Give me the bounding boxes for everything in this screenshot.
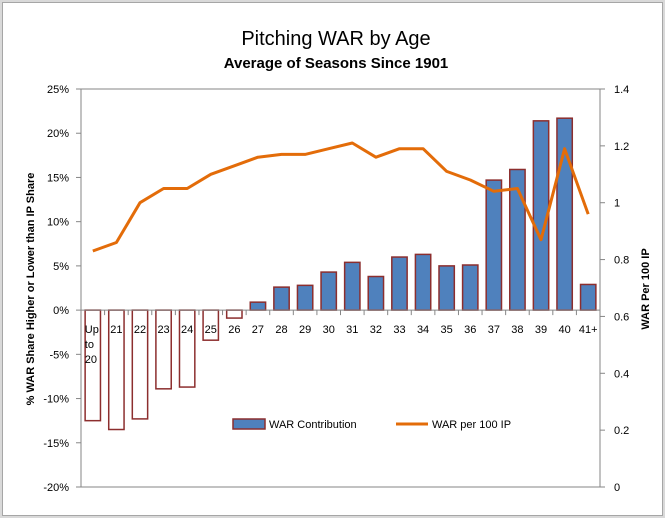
- x-tick-label: 25: [205, 324, 217, 336]
- legend-label-war-per-100-ip: WAR per 100 IP: [432, 419, 511, 431]
- legend: WAR Contribution WAR per 100 IP: [232, 418, 511, 431]
- x-tick-label: 21: [110, 324, 122, 336]
- bar-28: [273, 286, 290, 311]
- x-tick-label: 34: [417, 324, 429, 336]
- y2-axis-title: WAR Per 100 IP: [640, 248, 652, 329]
- bar-33: [391, 256, 408, 311]
- chart-title: Pitching WAR by Age: [241, 28, 430, 50]
- legend-label-war-contribution: WAR Contribution: [269, 419, 357, 431]
- x-tick-label: 38: [511, 324, 523, 336]
- bar-24: [178, 309, 196, 388]
- bar-26: [225, 309, 243, 319]
- x-tick-label: 26: [228, 324, 240, 336]
- y-tick-label: -20%: [43, 482, 69, 494]
- x-tick-label: 39: [535, 324, 547, 336]
- y-axis-ticks: -20% -15% -10% -5% 0% 5% 10% 15% 20% 25%: [43, 84, 81, 494]
- y-tick-label: -5%: [49, 349, 69, 361]
- y-tick-label: 20%: [47, 128, 69, 140]
- bar-37: [485, 179, 503, 311]
- y2-tick-label: 1: [614, 198, 620, 210]
- y-tick-label: 5%: [53, 261, 69, 273]
- bar-27: [249, 301, 267, 311]
- bar-34: [414, 253, 432, 311]
- y-tick-label: 25%: [47, 84, 69, 96]
- bar-36: [461, 264, 479, 311]
- bar-40: [556, 117, 574, 311]
- x-tick-label: 40: [558, 324, 570, 336]
- y2-tick-label: 0: [614, 482, 620, 494]
- y-tick-label: 15%: [47, 172, 69, 184]
- x-tick-label: 32: [370, 324, 382, 336]
- y2-tick-label: 0.8: [614, 255, 629, 267]
- y-tick-label: -10%: [43, 394, 69, 406]
- x-tick-label: 22: [134, 324, 146, 336]
- x-axis-ticks: Up to 20 21 22 23 24 25 26 27 28 29 30 31 32 33 34 35 36 37…: [85, 324, 598, 366]
- x-tick-label: 27: [252, 324, 264, 336]
- bar-32: [367, 275, 385, 311]
- war-per-100-ip-line: [92, 141, 590, 253]
- y2-tick-label: 0.4: [614, 368, 629, 380]
- y-tick-label: 10%: [47, 217, 69, 229]
- bar-series: [84, 117, 597, 431]
- bar-35: [438, 265, 456, 311]
- x-tick-label: 33: [393, 324, 405, 336]
- legend-bar-swatch: [232, 418, 266, 430]
- y-tick-label: -15%: [43, 438, 69, 450]
- x-tick-label: 36: [464, 324, 476, 336]
- bar-29: [296, 284, 314, 311]
- x-tick-label: 20: [85, 354, 97, 366]
- x-tick-label: Up: [85, 324, 99, 336]
- chart-subtitle: Average of Seasons Since 1901: [224, 55, 449, 72]
- y2-tick-label: 1.2: [614, 141, 629, 153]
- bar-30: [320, 271, 338, 311]
- line-series: [92, 141, 590, 253]
- y2-tick-label: 0.2: [614, 425, 629, 437]
- y2-axis-ticks: 0 0.2 0.4 0.6 0.8 1 1.2 1.4: [600, 84, 629, 494]
- x-tick-label: 35: [441, 324, 453, 336]
- x-tick-label: 37: [488, 324, 500, 336]
- x-tick-label: 30: [323, 324, 335, 336]
- x-tick-label: 31: [346, 324, 358, 336]
- y2-tick-label: 1.4: [614, 84, 629, 96]
- y-tick-label: 0%: [53, 305, 69, 317]
- chart-svg: Pitching WAR by Age Average of Seasons S…: [25, 28, 652, 494]
- axes: [80, 89, 601, 487]
- x-tick-label: 29: [299, 324, 311, 336]
- x-tick-label: 23: [157, 324, 169, 336]
- x-tick-label: 41+: [579, 324, 598, 336]
- x-tick-label: 28: [275, 324, 287, 336]
- y2-tick-label: 0.6: [614, 311, 629, 323]
- bar-23: [155, 309, 172, 390]
- x-tick-label: to: [85, 339, 94, 351]
- bar-41plus: [579, 283, 597, 311]
- y-axis-title: % WAR Share Higher or Lower than IP Shar…: [25, 173, 37, 406]
- x-tick-label: 24: [181, 324, 193, 336]
- bar-31: [343, 261, 361, 311]
